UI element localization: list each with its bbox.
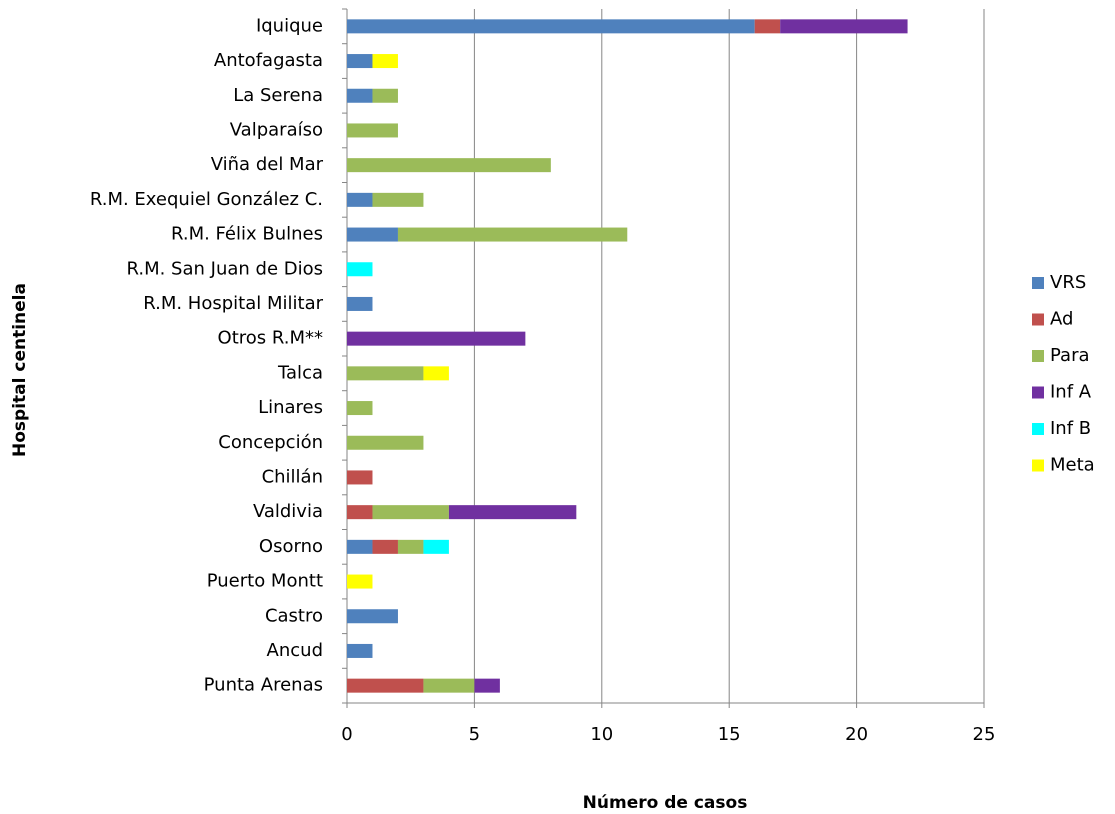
bar-segment bbox=[347, 574, 373, 589]
y-tick-label: Osorno bbox=[259, 536, 323, 557]
bar-segment bbox=[423, 678, 475, 693]
x-tick-label: 0 bbox=[341, 724, 352, 745]
y-tick-label: Puerto Montt bbox=[207, 571, 323, 592]
y-tick-label: Ancud bbox=[267, 640, 323, 661]
bar-segment bbox=[347, 435, 424, 450]
y-tick-label: La Serena bbox=[233, 85, 323, 106]
bar-segment bbox=[347, 331, 526, 346]
bar-segment bbox=[347, 296, 373, 311]
legend-label: Para bbox=[1050, 345, 1090, 366]
legend-label: VRS bbox=[1050, 272, 1086, 293]
bar-segment bbox=[423, 366, 449, 381]
bar-segment bbox=[347, 19, 755, 34]
y-tick-label: Punta Arenas bbox=[204, 675, 323, 696]
legend-label: Inf B bbox=[1050, 418, 1091, 439]
x-tick-label: 10 bbox=[590, 724, 613, 745]
bar-segment bbox=[347, 262, 373, 277]
bar-segment bbox=[347, 88, 373, 103]
bar-segment bbox=[347, 470, 373, 485]
bar-segment bbox=[347, 539, 373, 554]
x-tick-label: 25 bbox=[973, 724, 996, 745]
bar-segment bbox=[397, 227, 628, 242]
bar-segment bbox=[347, 505, 373, 520]
y-tick-label: Valdivia bbox=[253, 501, 323, 522]
legend-swatch bbox=[1032, 386, 1044, 399]
legend-label: Meta bbox=[1050, 455, 1095, 476]
bar-segment bbox=[347, 609, 398, 624]
y-tick-label: Chillán bbox=[262, 466, 323, 487]
x-axis-title: Número de casos bbox=[583, 793, 748, 813]
bar-segment bbox=[347, 54, 373, 69]
x-tick-label: 5 bbox=[469, 724, 480, 745]
bar-segment bbox=[397, 539, 424, 554]
legend-swatch bbox=[1032, 459, 1044, 472]
y-axis-title: Hospital centinela bbox=[10, 283, 30, 457]
bar-segment bbox=[372, 88, 398, 103]
y-tick-label: Talca bbox=[277, 362, 323, 383]
bar-segment bbox=[347, 158, 551, 173]
legend-swatch bbox=[1032, 423, 1044, 435]
y-tick-label: Valparaíso bbox=[230, 119, 323, 140]
bar-segment bbox=[372, 192, 424, 207]
bar-segment bbox=[347, 366, 424, 381]
bar-segment bbox=[347, 123, 398, 138]
y-tick-label: Concepción bbox=[218, 432, 323, 453]
bar-segment bbox=[347, 643, 373, 658]
bar-segment bbox=[448, 505, 577, 520]
y-tick-label: R.M. Hospital Militar bbox=[143, 293, 323, 314]
bar-segment bbox=[347, 678, 424, 693]
legend-swatch bbox=[1032, 350, 1044, 362]
bar-segment bbox=[474, 678, 500, 693]
y-tick-label: R.M. Félix Bulnes bbox=[171, 224, 323, 245]
bar-segment bbox=[754, 19, 781, 34]
bar-segment bbox=[372, 539, 398, 554]
bar-segment bbox=[780, 19, 908, 34]
y-tick-label: Castro bbox=[265, 605, 323, 626]
x-tick-label: 20 bbox=[845, 724, 868, 745]
legend-swatch bbox=[1032, 313, 1044, 326]
bar-segment bbox=[347, 227, 398, 242]
y-tick-label: Linares bbox=[258, 397, 323, 418]
y-tick-label: Antofagasta bbox=[214, 50, 323, 71]
bar-segment bbox=[347, 192, 373, 207]
bar-segment bbox=[372, 54, 398, 69]
bar-segment bbox=[347, 401, 373, 416]
bar-segment bbox=[372, 505, 449, 520]
bar-segment bbox=[423, 539, 449, 554]
legend-label: Ad bbox=[1050, 309, 1073, 330]
legend-swatch bbox=[1032, 277, 1044, 289]
y-tick-label: R.M. San Juan de Dios bbox=[127, 258, 324, 279]
x-tick-label: 15 bbox=[718, 724, 741, 745]
y-tick-label: Viña del Mar bbox=[211, 154, 324, 175]
y-tick-label: R.M. Exequiel González C. bbox=[90, 189, 323, 210]
y-tick-label: Iquique bbox=[256, 15, 323, 36]
y-tick-label: Otros R.M** bbox=[218, 328, 323, 349]
legend-label: Inf A bbox=[1050, 382, 1092, 403]
